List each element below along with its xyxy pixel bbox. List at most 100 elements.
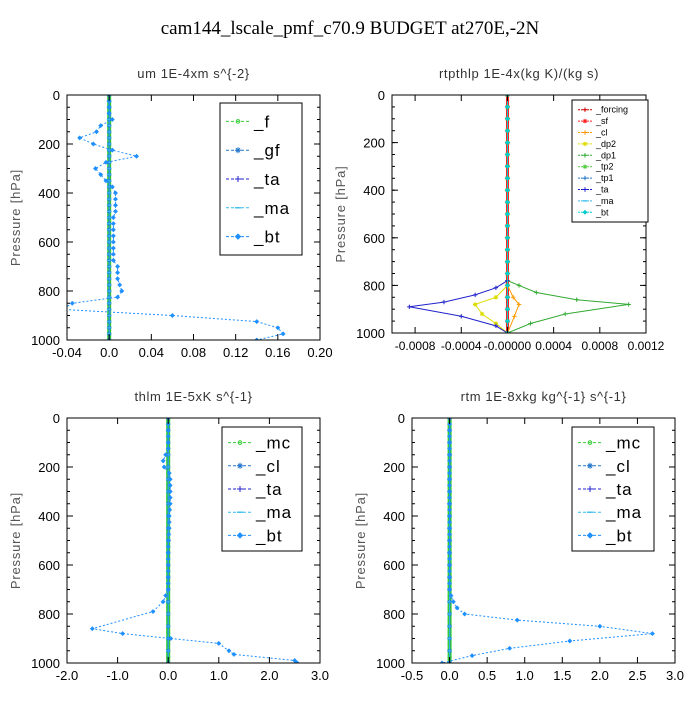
legend-item: _forcing (578, 105, 628, 115)
marker-diamond (504, 104, 511, 110)
marker-diamond (166, 537, 172, 544)
marker-diamond (165, 439, 171, 446)
y-tick-label: 1000 (376, 656, 405, 671)
marker-diamond (161, 464, 167, 470)
series-bt (504, 95, 511, 333)
legend-label: _dp2 (595, 139, 616, 149)
marker-diamond (60, 307, 64, 311)
y-tick-label: 400 (383, 509, 405, 524)
marker-diamond (98, 172, 104, 178)
marker-diamond (167, 488, 173, 495)
legend-label: _ta (605, 480, 633, 499)
y-tick-label: 600 (38, 235, 60, 250)
marker-diamond (597, 623, 603, 629)
marker-diamond (447, 421, 453, 427)
legend-label: _ma (595, 196, 614, 206)
marker-diamond (160, 458, 166, 464)
x-tick-label: 1.0 (516, 668, 534, 683)
marker-plus (512, 314, 517, 319)
marker-diamond (134, 153, 140, 159)
marker-diamond (112, 208, 119, 214)
marker-diamond (504, 199, 511, 205)
marker-diamond (93, 129, 100, 135)
marker-diamond (504, 259, 511, 265)
y-tick-label: 800 (363, 278, 385, 293)
marker-diamond (447, 513, 453, 519)
marker-diamond (110, 214, 116, 221)
series-bt (60, 95, 286, 340)
marker-star (235, 147, 241, 154)
marker-diamond (103, 159, 109, 165)
marker-diamond (649, 631, 656, 637)
x-tick-label: -0.04 (52, 345, 82, 360)
marker-plus (493, 285, 499, 290)
y-tick-label: 200 (363, 136, 385, 151)
chart-panel-1: um 1E-4xm s^{-2} Pressure [hPa] 0 200 400 600… (8, 66, 333, 360)
legend: _f _gf _ta _ma _bt (219, 102, 303, 256)
marker-diamond (165, 544, 171, 550)
marker-diamond (109, 184, 115, 190)
marker-diamond (447, 507, 453, 513)
marker-diamond (168, 635, 174, 642)
y-axis-label: Pressure [hPa] (8, 492, 23, 589)
marker-diamond (160, 599, 166, 605)
x-tick-label: 0.20 (307, 345, 332, 360)
marker-plus (582, 130, 588, 135)
marker-plus (534, 290, 539, 295)
marker-plus (459, 314, 464, 319)
marker-diamond (110, 257, 116, 263)
legend-label: _tp1 (595, 173, 614, 183)
legend-label: _mc (605, 434, 641, 453)
marker-diamond (294, 660, 300, 663)
marker-diamond (166, 525, 172, 531)
marker-diamond (504, 294, 511, 300)
chart-title: um 1E-4xm s^{-2} (137, 66, 250, 81)
marker-diamond (447, 439, 453, 446)
marker-plus (528, 321, 533, 326)
plot-area (407, 95, 631, 333)
marker-plus (407, 304, 412, 310)
series-bt (89, 418, 300, 663)
marker-diamond (166, 513, 172, 519)
x-tick-label: -2.0 (56, 668, 78, 683)
plot-area (60, 95, 286, 340)
marker-diamond (280, 331, 286, 337)
marker-star (479, 311, 485, 317)
figure-title: cam144_lscale_pmf_c70.9 BUDGET at270E,-2… (160, 18, 540, 39)
marker-diamond (504, 211, 511, 217)
marker-diamond (167, 482, 173, 488)
legend-item: _ma (578, 196, 614, 206)
marker-diamond (504, 151, 511, 158)
marker-diamond (504, 282, 511, 288)
y-axis-label: Pressure [hPa] (8, 169, 23, 266)
plot-area (89, 418, 300, 663)
marker-diamond (150, 608, 156, 615)
marker-plus (587, 486, 593, 492)
marker-diamond (447, 550, 453, 556)
legend-label: _dp1 (595, 150, 616, 160)
marker-diamond (586, 532, 594, 539)
marker-diamond (103, 178, 109, 184)
marker-diamond (504, 187, 511, 193)
x-tick-label: 0.0008 (581, 339, 618, 353)
legend-label: _bt (255, 526, 283, 545)
y-axis-label: Pressure [hPa] (353, 492, 368, 589)
legend-item: _ta (228, 480, 282, 499)
legend-label: _ta (595, 185, 609, 195)
series-line (67, 95, 285, 340)
marker-diamond (89, 626, 95, 632)
y-tick-label: 600 (383, 558, 405, 573)
marker-diamond (504, 163, 511, 169)
marker-diamond (165, 568, 171, 574)
marker-diamond (447, 544, 453, 550)
marker-diamond (120, 631, 126, 637)
y-tick-label: 200 (38, 137, 60, 152)
marker-diamond (165, 427, 171, 433)
marker-diamond (504, 223, 511, 229)
marker-plus (493, 323, 499, 329)
marker-diamond (504, 318, 511, 324)
marker-diamond (504, 140, 511, 146)
x-tick-label: 0.0004 (535, 339, 572, 353)
marker-diamond (447, 531, 453, 537)
marker-diamond (115, 263, 121, 270)
